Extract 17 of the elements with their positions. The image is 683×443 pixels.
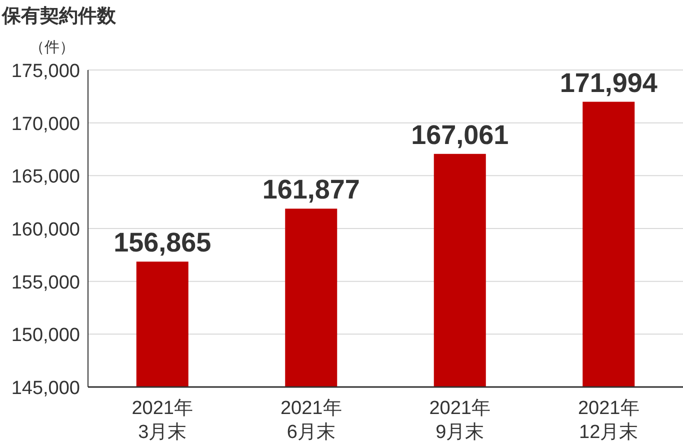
data-label: 167,061: [411, 120, 509, 150]
y-tick-label: 170,000: [11, 114, 80, 135]
data-label: 171,994: [560, 68, 658, 98]
y-tick-label: 155,000: [11, 272, 80, 294]
chart-title: 保有契約件数: [1, 5, 117, 27]
x-tick-label: 2021年 12月末: [578, 398, 640, 443]
y-tick-label: 145,000: [11, 378, 80, 399]
data-label: 161,877: [262, 174, 360, 205]
y-tick-label: 175,000: [11, 61, 80, 82]
y-tick-label: 150,000: [11, 325, 80, 346]
y-tick-label: 160,000: [11, 220, 80, 240]
x-tick-label: 2021年 9月末: [429, 398, 491, 443]
x-tick-label: 2021年 3月末: [132, 398, 194, 443]
x-tick-label: 2021年 6月末: [280, 398, 342, 443]
y-tick-label: 165,000: [11, 166, 80, 188]
y-axis-title: （件）: [30, 39, 74, 56]
data-label: 156,865: [114, 228, 212, 258]
